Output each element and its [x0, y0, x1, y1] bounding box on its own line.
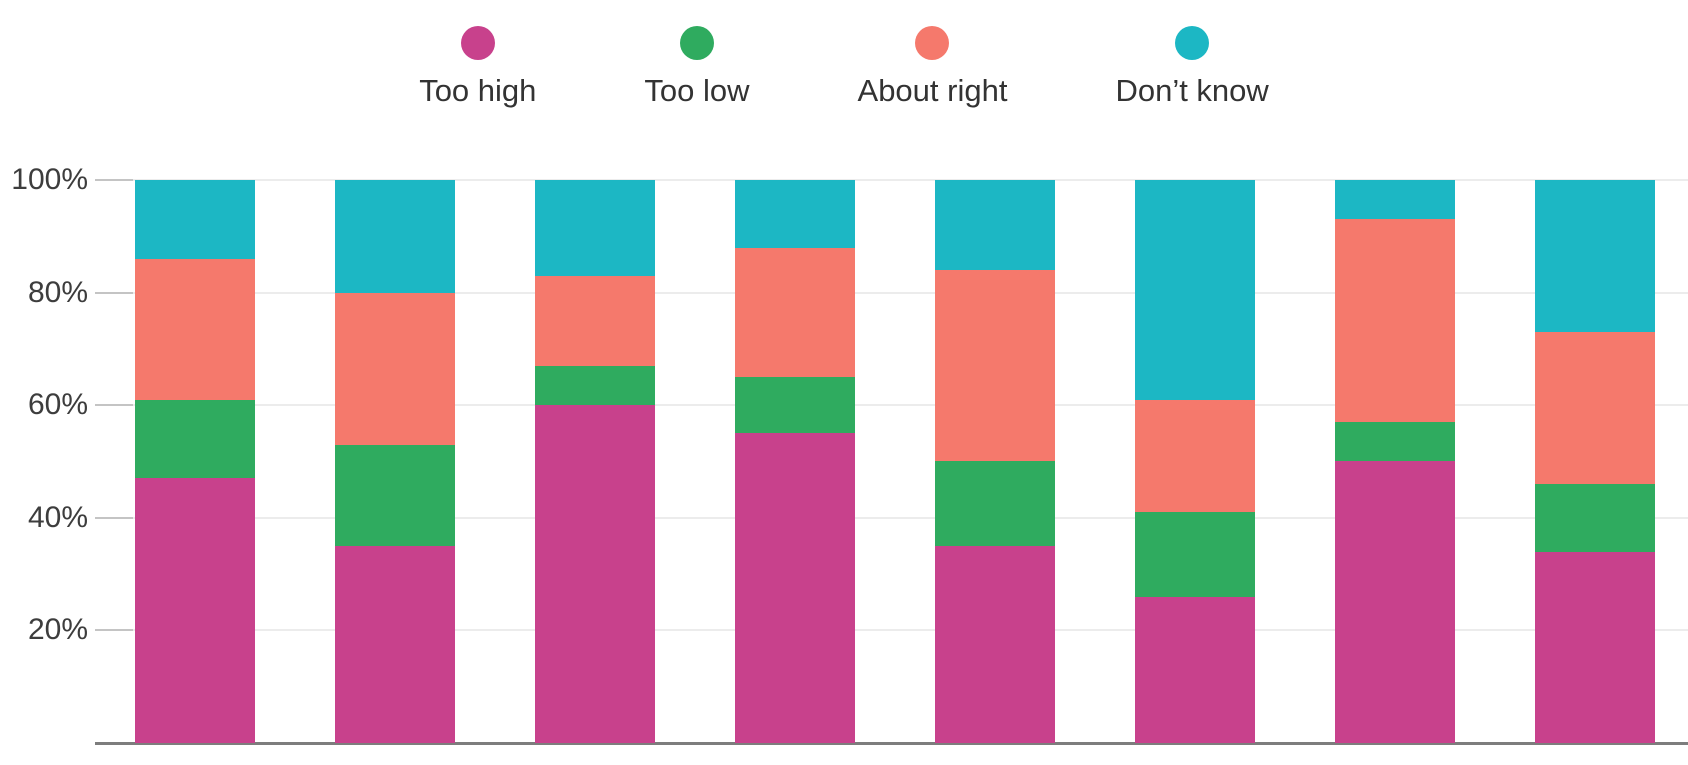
bar-segment-about-right[interactable] — [135, 258, 255, 400]
y-axis-tick — [95, 516, 133, 519]
bar-segment-too-high[interactable] — [535, 405, 655, 743]
legend-dot-icon — [679, 26, 714, 60]
bar-segment-too-low[interactable] — [935, 461, 1055, 546]
bar-segment-too-high[interactable] — [1135, 596, 1255, 743]
bar-segment-about-right[interactable] — [1335, 219, 1455, 423]
legend-item-too-low[interactable]: Too low — [644, 26, 750, 109]
legend-label: Don’t know — [1115, 73, 1269, 108]
bar-segment-dont-know[interactable] — [535, 180, 655, 276]
gridline — [133, 404, 1688, 407]
gridline — [133, 629, 1688, 632]
y-axis-tick — [95, 291, 133, 294]
x-axis-line — [95, 742, 1688, 745]
bar-segment-too-low[interactable] — [735, 377, 855, 434]
bar-segment-too-low[interactable] — [1335, 422, 1455, 462]
gridline — [133, 179, 1688, 181]
legend-dot-icon — [1175, 26, 1210, 60]
bar-segment-about-right[interactable] — [1535, 332, 1655, 484]
legend-item-too-high[interactable]: Too high — [419, 26, 536, 109]
bar-7 — [1335, 180, 1455, 743]
bar-segment-about-right[interactable] — [1135, 399, 1255, 513]
y-axis-tick — [95, 404, 133, 407]
y-axis-tick — [95, 629, 133, 632]
bar-segment-too-low[interactable] — [535, 365, 655, 406]
bar-segment-about-right[interactable] — [535, 275, 655, 366]
legend: Too high Too low About right Don’t know — [0, 26, 1688, 109]
bar-segment-too-low[interactable] — [1535, 484, 1655, 552]
bar-segment-dont-know[interactable] — [1335, 180, 1455, 220]
bar-segment-too-high[interactable] — [735, 433, 855, 743]
bar-2 — [335, 180, 455, 743]
bar-segment-dont-know[interactable] — [735, 180, 855, 248]
y-axis-label: 60% — [27, 388, 88, 422]
bar-segment-dont-know[interactable] — [935, 180, 1055, 271]
bar-4 — [735, 180, 855, 743]
y-axis-label: 40% — [27, 500, 88, 534]
y-axis-tick — [95, 179, 133, 181]
gridline — [133, 291, 1688, 294]
bar-segment-dont-know[interactable] — [1535, 180, 1655, 332]
y-axis-label: 80% — [27, 275, 88, 309]
gridline — [133, 516, 1688, 519]
legend-item-dont-know[interactable]: Don’t know — [1115, 26, 1269, 109]
bar-segment-about-right[interactable] — [335, 292, 455, 445]
bar-segment-too-high[interactable] — [135, 478, 255, 743]
bar-5 — [935, 180, 1055, 743]
legend-item-about-right[interactable]: About right — [857, 26, 1008, 109]
bar-segment-dont-know[interactable] — [135, 180, 255, 259]
bar-segment-too-high[interactable] — [935, 545, 1055, 743]
legend-dot-icon — [460, 26, 495, 60]
bar-segment-too-low[interactable] — [135, 399, 255, 479]
bar-segment-dont-know[interactable] — [1135, 180, 1255, 400]
bar-segment-about-right[interactable] — [735, 247, 855, 378]
bar-segment-too-high[interactable] — [335, 545, 455, 743]
y-axis-label: 100% — [11, 163, 88, 196]
bar-3 — [535, 180, 655, 743]
bar-segment-too-high[interactable] — [1535, 551, 1655, 743]
legend-label: Too low — [644, 73, 750, 108]
bar-segment-dont-know[interactable] — [335, 180, 455, 293]
legend-label: About right — [857, 73, 1008, 108]
y-axis-label: 20% — [27, 613, 88, 647]
bar-1 — [135, 180, 255, 743]
bar-6 — [1135, 180, 1255, 743]
legend-label: Too high — [419, 73, 537, 108]
bar-segment-too-low[interactable] — [1135, 512, 1255, 597]
bar-segment-about-right[interactable] — [935, 270, 1055, 462]
legend-dot-icon — [915, 26, 950, 60]
bar-8 — [1535, 180, 1655, 743]
bar-segment-too-high[interactable] — [1335, 461, 1455, 743]
bar-segment-too-low[interactable] — [335, 444, 455, 546]
